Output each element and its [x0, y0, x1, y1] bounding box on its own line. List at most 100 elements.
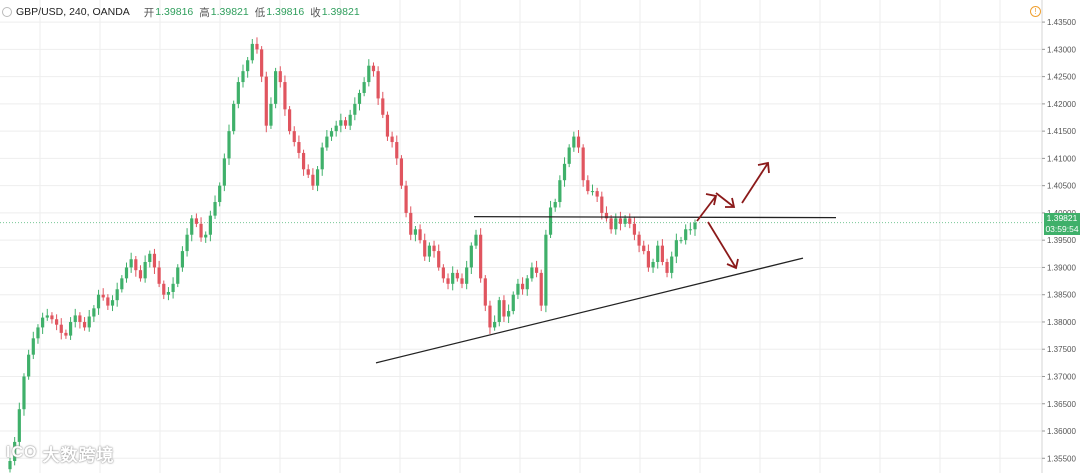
drawings-layer[interactable] [375, 161, 837, 364]
close-label: 收 [310, 6, 321, 19]
candle-body [45, 315, 49, 318]
price-tick-label: 1.40500 [1047, 182, 1076, 191]
candle-body [250, 43, 254, 61]
candle-body [618, 218, 623, 224]
candle-body [8, 461, 12, 470]
candle-body [395, 142, 399, 159]
candle-body [637, 234, 641, 246]
candle-body [329, 131, 334, 137]
candle-body [404, 185, 408, 213]
candle-body [96, 294, 101, 309]
chart-grid [0, 0, 1042, 473]
candle-body [465, 267, 469, 284]
candle-body [520, 283, 525, 290]
candle-body [218, 185, 222, 203]
collapse-icon[interactable] [2, 7, 12, 17]
candle-body [204, 234, 208, 238]
candle-body [679, 240, 683, 242]
candle-body [632, 223, 637, 235]
candle-body [502, 300, 506, 317]
price-tick-label: 1.43500 [1047, 18, 1076, 27]
candle-body [59, 324, 63, 333]
candle-body [64, 332, 68, 336]
candle-body [348, 114, 352, 126]
candle-body [274, 71, 278, 104]
support-trendline [375, 257, 804, 364]
high-label: 高 [199, 6, 210, 19]
candle-body [656, 245, 660, 262]
candle-body [357, 92, 362, 104]
candle-body [567, 147, 571, 164]
candle-body [516, 283, 520, 295]
candle-body [287, 109, 292, 132]
candle-body [50, 315, 54, 320]
candle-body [92, 308, 96, 317]
candle-body [101, 294, 105, 298]
candle-body [511, 294, 515, 312]
arrow-retest [715, 192, 735, 208]
candle-body [236, 82, 240, 104]
candle-body [41, 317, 45, 328]
candle-body [73, 315, 77, 322]
price-tick-label: 1.36500 [1047, 400, 1076, 409]
candle-body [297, 142, 301, 153]
candles-layer [8, 37, 697, 473]
candle-body [427, 245, 431, 257]
candle-body [623, 218, 627, 224]
watermark-text: 大数跨境 [42, 445, 115, 465]
candle-body [469, 245, 473, 268]
candle-body [180, 251, 185, 268]
candle-body [325, 136, 329, 148]
candle-body [581, 147, 585, 181]
candle-body [483, 278, 487, 306]
price-tick-label: 1.37500 [1047, 345, 1076, 354]
bar-countdown-tag: 03:59:54 [1044, 224, 1080, 235]
candle-body [260, 49, 264, 77]
price-tick-label: 1.42000 [1047, 100, 1076, 109]
open-value: 1.39816 [155, 6, 194, 18]
candle-body [674, 240, 678, 257]
price-tick-label: 1.39000 [1047, 263, 1076, 272]
high-value: 1.39821 [210, 6, 249, 18]
candle-body [670, 256, 674, 273]
price-tick-label: 1.36000 [1047, 427, 1076, 436]
candle-body [87, 316, 91, 328]
candle-body [246, 60, 250, 72]
candle-body [446, 278, 450, 284]
symbol-title[interactable]: GBP/USD, 240, OANDA [16, 6, 130, 18]
price-tick-label: 1.38000 [1047, 318, 1076, 327]
candle-body [684, 229, 688, 241]
price-tick-label: 1.39500 [1047, 236, 1076, 245]
candle-body [190, 218, 194, 235]
candle-body [525, 278, 529, 290]
candle-body [227, 131, 231, 159]
candle-body [54, 319, 59, 325]
candle-body [390, 136, 394, 143]
candle-body [255, 43, 259, 50]
candle-body [315, 169, 320, 186]
candle-body [269, 103, 273, 126]
candle-body [106, 297, 110, 306]
candle-body [586, 180, 590, 192]
price-tick-label: 1.35500 [1047, 454, 1076, 463]
resistance-trendline [473, 215, 837, 219]
candle-body [115, 289, 119, 301]
candle-body [171, 283, 175, 292]
price-axis[interactable]: 1.43500 1.43000 1.42500 1.42000 1.41500 1.410… [1042, 18, 1076, 463]
candle-body [264, 76, 268, 126]
candle-body [208, 215, 212, 235]
candle-body [334, 125, 338, 132]
candle-body [418, 229, 422, 241]
watermark: ICO 大数跨境 [6, 440, 114, 466]
candle-body [409, 212, 413, 235]
candle-body [129, 259, 133, 268]
candle-body [306, 169, 310, 175]
candle-body [311, 174, 315, 186]
info-icon[interactable]: ! [1030, 6, 1041, 17]
candle-body [120, 278, 124, 290]
candle-body [572, 136, 576, 148]
candle-body [278, 71, 282, 83]
candle-body [138, 270, 143, 279]
price-tick-label: 1.42500 [1047, 73, 1076, 82]
